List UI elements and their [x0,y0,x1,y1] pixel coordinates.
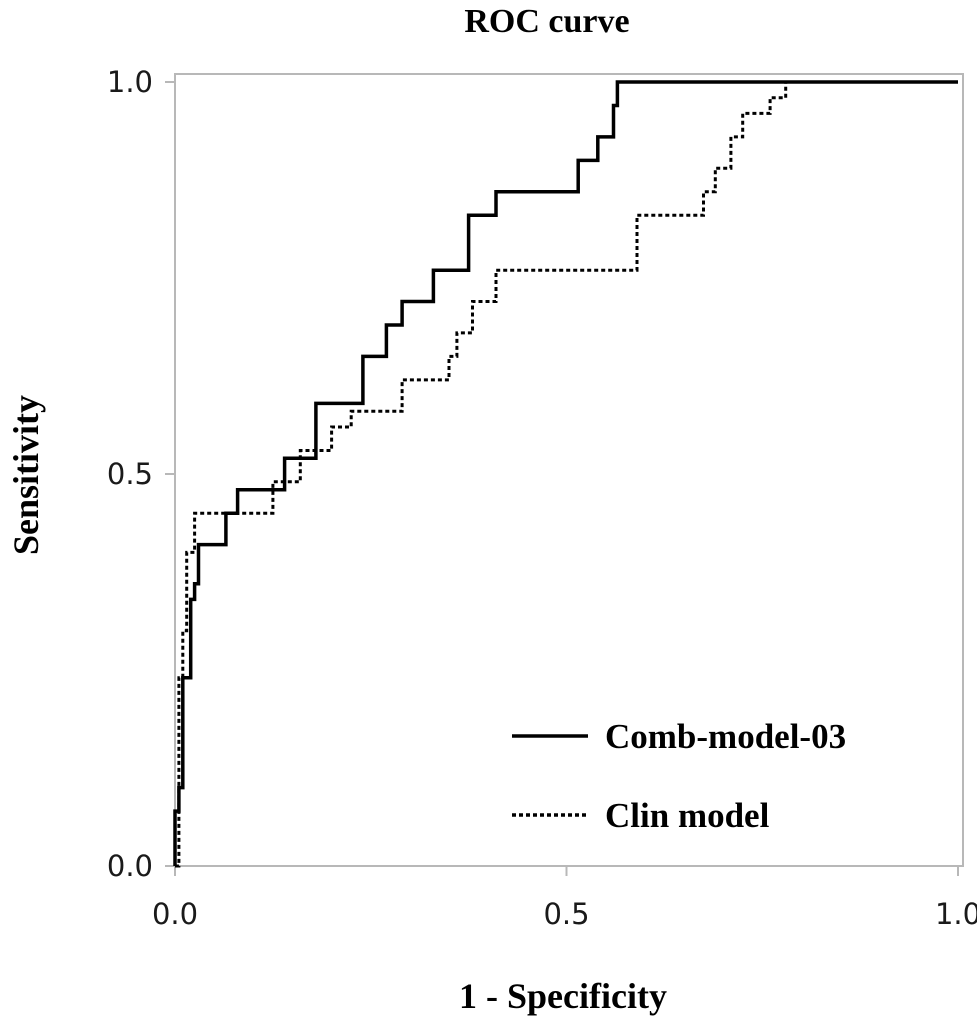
y-axis-label: Sensitivity [6,395,46,555]
legend: Comb-model-03 Clin model [512,717,846,835]
y-tick-label: 0.0 [107,849,153,883]
x-tick-label: 1.0 [935,897,977,931]
y-tick-label: 0.5 [107,457,153,491]
legend-label-comb-model-03: Comb-model-03 [605,717,846,756]
axis-ticks: 0.0 0.5 1.0 0.0 0.5 1.0 [107,65,977,931]
series-line-comb-model-03 [173,80,958,866]
series-line-clin-model [175,80,958,868]
legend-label-clin-model: Clin model [605,796,770,835]
chart-title: ROC curve [464,3,629,40]
x-tick-label: 0.0 [152,897,198,931]
y-tick-label: 1.0 [107,65,153,99]
x-tick-label: 0.5 [543,897,589,931]
x-axis-label: 1 - Specificity [459,976,667,1016]
series-layer [173,80,958,868]
plot-frame [174,73,964,867]
